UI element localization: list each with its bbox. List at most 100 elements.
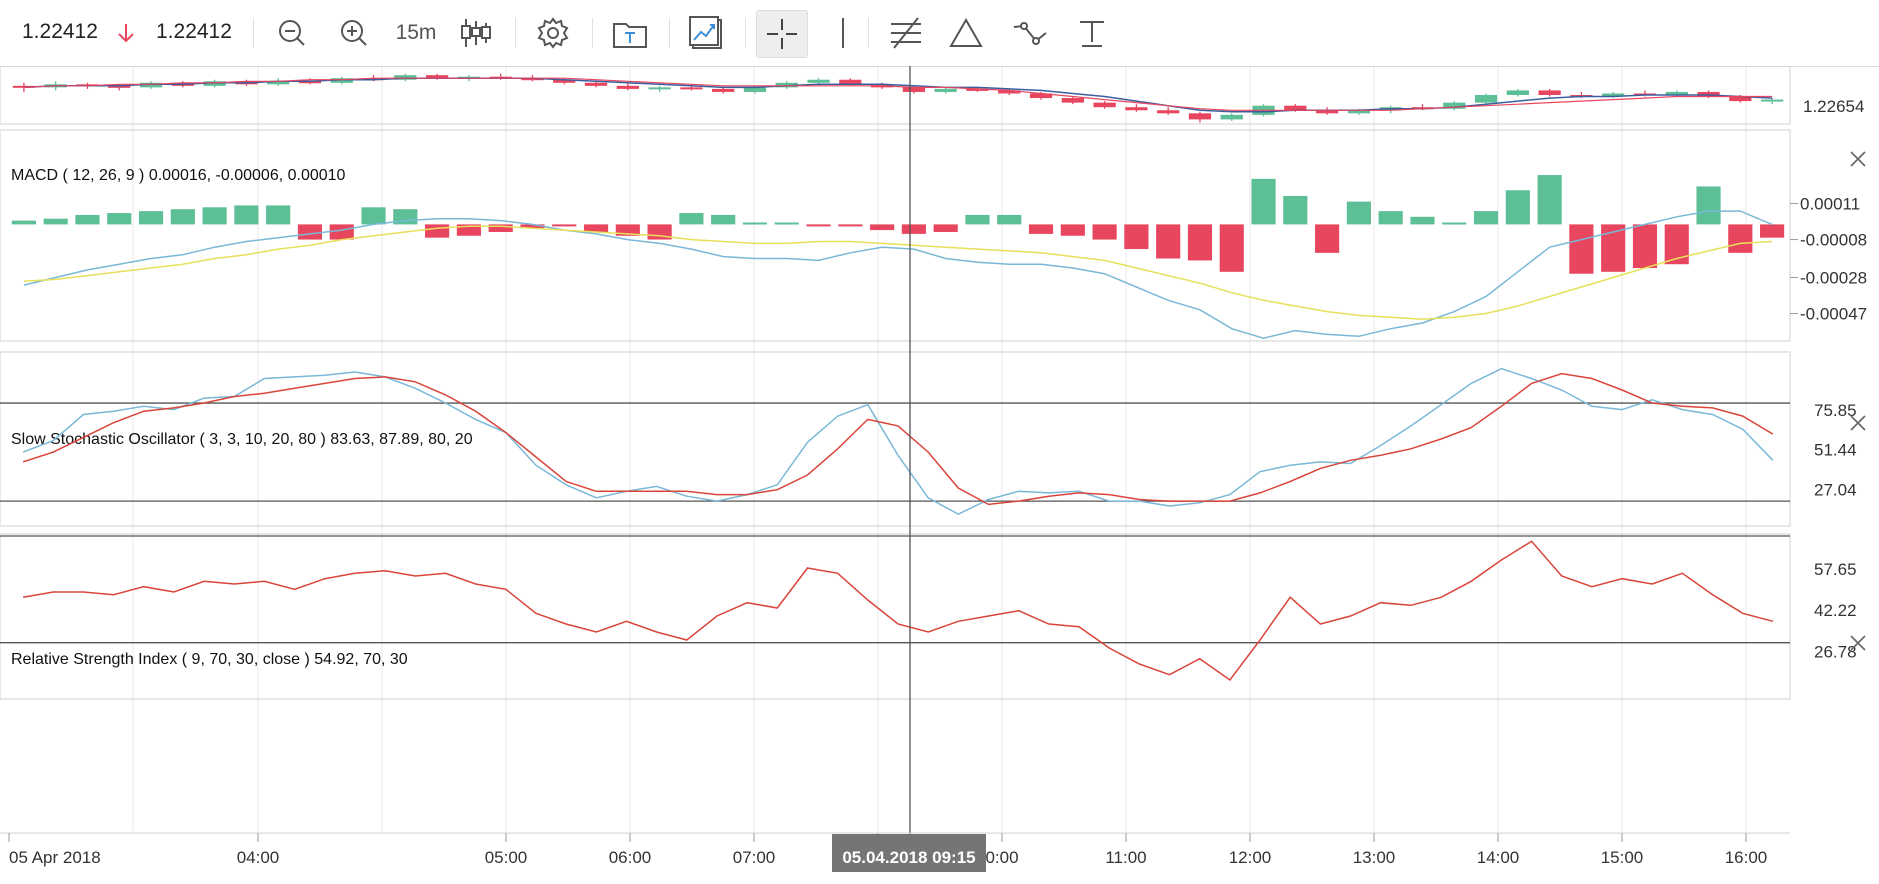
macd-bar <box>488 224 513 232</box>
macd-bar <box>933 224 958 232</box>
crosshair-time-badge: 05.04.2018 09:15 <box>832 834 986 872</box>
time-label: 14:00 <box>1477 848 1520 867</box>
ma-line-1 <box>23 77 1773 113</box>
candle-body <box>712 88 735 92</box>
chart-toolbar: 1.22412 1.22412 15m <box>0 0 1879 67</box>
macd-pane: MACD ( 12, 26, 9 ) 0.00016, -0.00006, 0.… <box>11 151 1867 339</box>
time-label: 12:00 <box>1229 848 1272 867</box>
macd-tick-label: -0.00028 <box>1800 269 1867 288</box>
macd-tick-label: 0.00011 <box>1800 195 1860 214</box>
candle-body <box>1697 91 1720 97</box>
macd-bar <box>901 224 926 234</box>
macd-bar <box>1473 211 1499 225</box>
candle-body <box>1347 110 1371 114</box>
time-label: 13:00 <box>1353 848 1396 867</box>
candlestick-icon[interactable] <box>456 10 496 56</box>
macd-bar <box>806 224 831 227</box>
candle-body <box>203 81 226 86</box>
macd-bar <box>1505 190 1530 225</box>
stochastic-pane: Slow Stochastic Oscillator ( 3, 3, 10, 2… <box>0 367 1866 516</box>
macd-histogram <box>11 175 1785 274</box>
macd-bar <box>870 224 895 231</box>
stochastic-title: Slow Stochastic Oscillator ( 3, 3, 10, 2… <box>11 431 473 448</box>
macd-bar <box>997 214 1022 225</box>
candle-body <box>521 78 544 81</box>
moving-averages <box>23 77 1773 113</box>
candle-body <box>839 79 862 85</box>
candle-body <box>1474 95 1498 103</box>
macd-bar <box>107 213 132 225</box>
gear-icon[interactable] <box>533 10 573 56</box>
interval-button[interactable]: 15m <box>395 21 437 44</box>
rsi-tick-label: 57.65 <box>1814 560 1857 579</box>
candle-body <box>1760 99 1784 102</box>
macd-bar <box>75 214 100 225</box>
candle-body <box>1093 102 1116 108</box>
candle-body <box>1665 91 1688 95</box>
macd-bar <box>1060 224 1085 236</box>
close-stochastic-icon[interactable] <box>1850 415 1866 431</box>
macd-bar <box>329 224 354 240</box>
signal-line <box>23 225 1773 320</box>
macd-bar <box>1728 224 1753 253</box>
crosshair-icon[interactable] <box>756 10 808 58</box>
close-macd-icon[interactable] <box>1850 151 1866 167</box>
text-icon[interactable] <box>1072 10 1112 56</box>
macd-bar <box>361 207 386 225</box>
trendline-icon[interactable] <box>1008 10 1052 56</box>
macd-bar <box>1315 224 1340 253</box>
time-label: 15:00 <box>1601 848 1644 867</box>
chart-area[interactable]: 1.22654 MACD ( 12, 26, 9 ) 0.00016, -0.0… <box>0 66 1879 884</box>
pane-frame <box>0 66 1791 125</box>
macd-bar <box>425 224 450 238</box>
stochastic-tick-label: 27.04 <box>1814 481 1857 500</box>
macd-bar <box>1632 224 1658 269</box>
pane-frame <box>0 351 1791 527</box>
candle-body <box>425 75 449 79</box>
macd-bar <box>1219 224 1244 272</box>
vertical-line-icon[interactable] <box>826 10 860 56</box>
macd-bar <box>202 207 227 225</box>
triangle-icon[interactable] <box>946 10 986 56</box>
macd-bar <box>679 213 704 225</box>
macd-bar <box>742 222 768 225</box>
close-rsi-icon[interactable] <box>1850 635 1866 651</box>
time-label: 07:00 <box>733 848 776 867</box>
stochastic-tick-label: 51.44 <box>1814 441 1857 460</box>
template-icon[interactable] <box>610 10 650 56</box>
stochastic-tick-label: 75.85 <box>1814 401 1857 420</box>
macd-bar <box>615 224 640 236</box>
macd-bar <box>1442 222 1467 225</box>
candle-body <box>1602 93 1625 97</box>
candle-body <box>1729 96 1752 102</box>
ask-price: 1.22412 <box>156 20 232 43</box>
time-label: 16:00 <box>1725 848 1768 867</box>
time-label: 0:00 <box>985 848 1018 867</box>
toolbar-divider <box>515 18 516 48</box>
stochastic-k-line <box>22 367 1774 516</box>
candle-body <box>902 87 926 92</box>
rsi-tick-label: 42.22 <box>1814 601 1857 620</box>
macd-title: MACD ( 12, 26, 9 ) 0.00016, -0.00006, 0.… <box>11 167 346 184</box>
zoom-in-icon[interactable] <box>334 10 374 56</box>
candle-body <box>998 90 1021 94</box>
candle-body <box>616 85 639 89</box>
rsi-title: Relative Strength Index ( 9, 70, 30, clo… <box>11 651 408 668</box>
price-down-arrow-icon <box>114 10 138 56</box>
zoom-out-icon[interactable] <box>272 10 312 56</box>
macd-bar <box>11 220 36 225</box>
indicators-icon[interactable] <box>686 10 726 56</box>
macd-lines <box>23 210 1773 339</box>
candle-body <box>966 88 989 91</box>
time-label: 06:00 <box>609 848 652 867</box>
macd-bar <box>1187 224 1213 261</box>
candle-body <box>553 79 576 83</box>
macd-bar <box>552 224 577 227</box>
fib-icon[interactable] <box>884 10 928 56</box>
candle-body <box>1284 105 1307 111</box>
pane-frame <box>0 533 1791 700</box>
rsi-pane: Relative Strength Index ( 9, 70, 30, clo… <box>0 535 1866 682</box>
macd-bar <box>266 205 291 225</box>
macd-bar <box>583 224 609 232</box>
candle-body <box>1443 102 1466 109</box>
